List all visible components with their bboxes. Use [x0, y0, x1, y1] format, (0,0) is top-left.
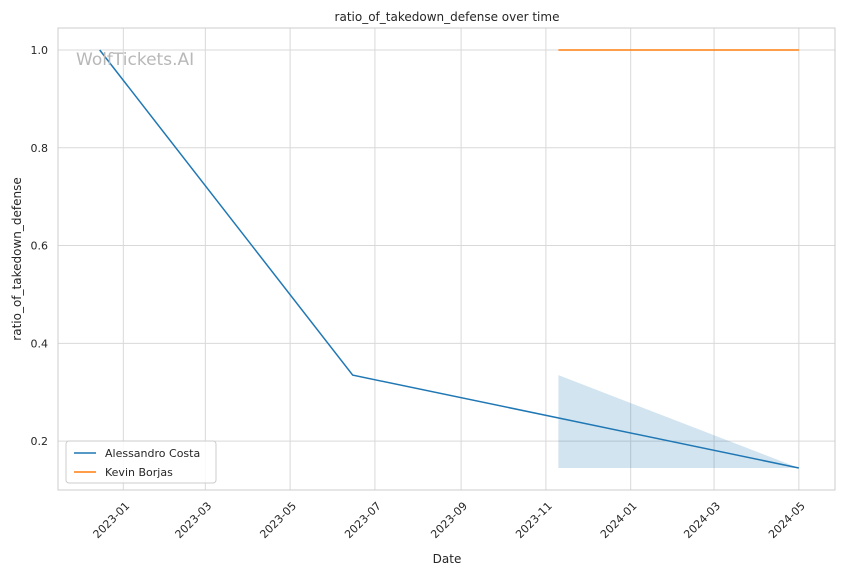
x-tick-label: 2023-09	[428, 499, 470, 541]
legend: Alessandro Costa Kevin Borjas	[65, 440, 217, 484]
x-tick-label: 2024-01	[598, 499, 640, 541]
x-tick-label: 2024-03	[681, 499, 723, 541]
y-tick-label: 0.8	[31, 142, 49, 155]
y-tick-label: 1.0	[31, 44, 49, 57]
y-tick-label: 0.2	[31, 435, 49, 448]
y-tick-label: 0.6	[31, 240, 49, 253]
x-tick-label: 2024-05	[766, 499, 808, 541]
legend-box	[65, 440, 217, 484]
plot-frame	[57, 27, 836, 491]
x-tick-label: 2023-11	[513, 499, 555, 541]
y-tick-label: 0.4	[31, 337, 49, 350]
x-tick-labels: 2023-01 2023-03 2023-05 2023-07 2023-09 2023-…	[91, 499, 808, 541]
y-tick-labels: 0.2 0.4 0.6 0.8 1.0	[31, 44, 49, 448]
y-axis-label: ratio_of_takedown_defense	[10, 177, 24, 340]
grid	[58, 28, 835, 490]
series-line-0	[99, 49, 800, 469]
x-axis-label: Date	[433, 552, 462, 566]
watermark: WolfTickets.AI	[76, 50, 194, 70]
series-band-0	[558, 375, 799, 468]
series-lines	[99, 49, 800, 469]
legend-entry: Kevin Borjas	[105, 466, 173, 479]
chart-title: ratio_of_takedown_defense over time	[335, 10, 560, 24]
x-tick-label: 2023-01	[91, 499, 133, 541]
x-tick-label: 2023-05	[257, 499, 299, 541]
x-tick-label: 2023-03	[173, 499, 215, 541]
x-tick-label: 2023-07	[342, 499, 384, 541]
legend-entry: Alessandro Costa	[105, 447, 200, 460]
confidence-bands	[558, 375, 799, 468]
